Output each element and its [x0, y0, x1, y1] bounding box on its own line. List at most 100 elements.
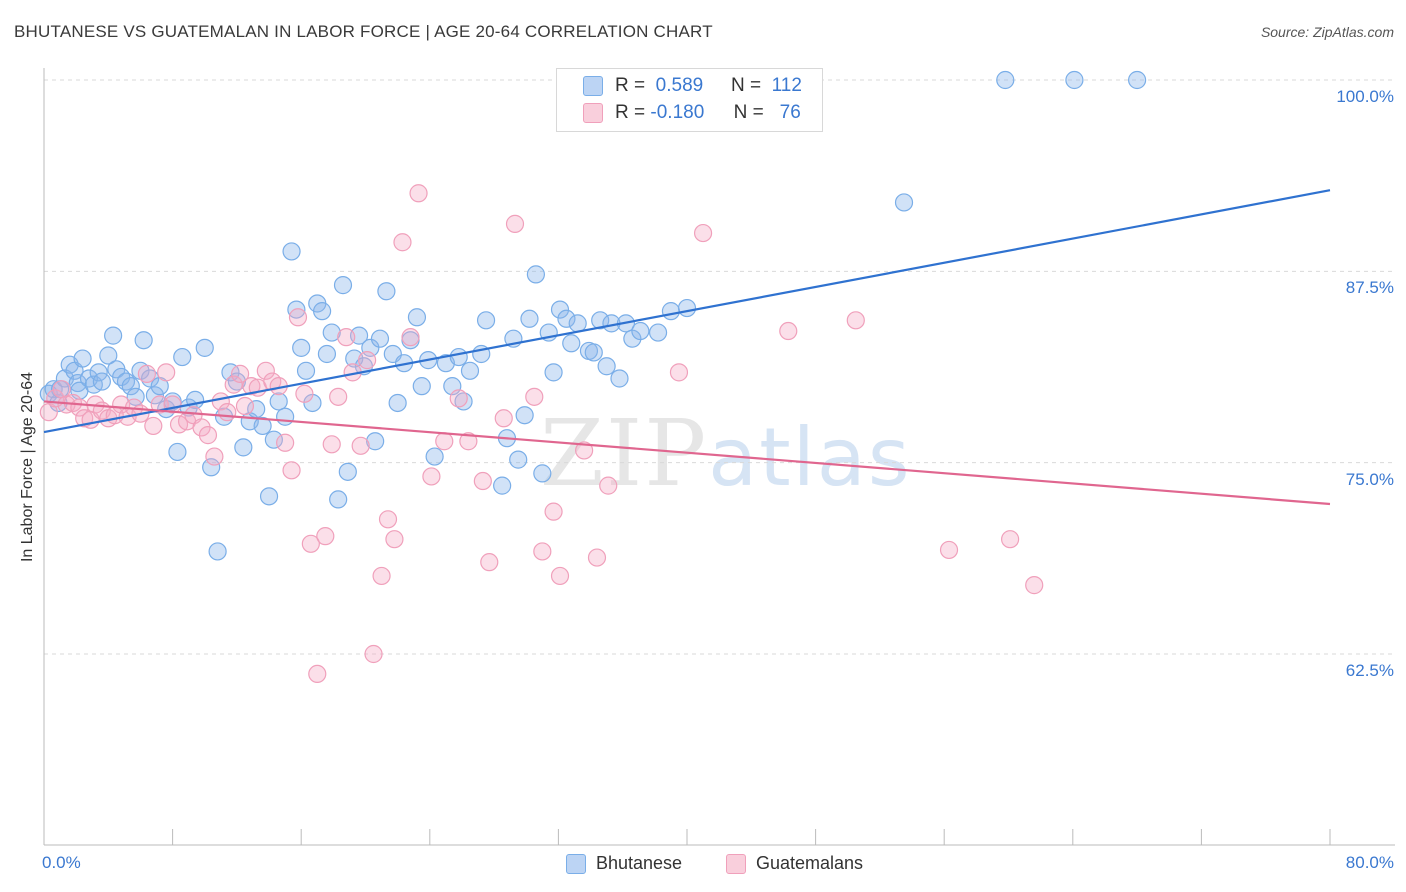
y-tick-label: 100.0%	[1336, 87, 1394, 106]
y-tick-label: 87.5%	[1345, 278, 1394, 298]
guatemalans-point	[385, 530, 404, 549]
bhutanese-point	[562, 334, 581, 353]
n-value: 112	[771, 75, 802, 96]
y-tick-label: 75.0%	[1345, 469, 1394, 489]
guatemalans-point	[494, 409, 513, 428]
bhutanese-point	[894, 193, 914, 212]
r-label: R =	[615, 102, 646, 123]
bhutanese-point	[377, 282, 396, 301]
bhutanese-point	[121, 377, 140, 396]
bhutanese-point	[68, 373, 87, 393]
bhutanese-point	[550, 300, 570, 319]
bhutanese-point	[407, 308, 427, 327]
guatemalans-legend-swatch	[726, 853, 746, 874]
guatemalans-point	[1001, 530, 1020, 549]
bhutanese-point	[317, 344, 337, 364]
guatemalans-point	[282, 461, 301, 480]
guatemalans-point	[52, 380, 71, 399]
bhutanese-point	[631, 321, 650, 341]
bhutanese-point	[520, 309, 539, 328]
bhutanese-point	[338, 462, 357, 481]
chart-title: BHUTANESE VS GUATEMALAN IN LABOR FORCE |…	[14, 22, 713, 41]
bhutanese-point	[648, 323, 668, 342]
bhutanese-point	[526, 265, 545, 284]
guatemalans-point	[550, 566, 570, 586]
bhutanese-point	[454, 392, 473, 411]
bhutanese-point	[145, 386, 165, 405]
guatemalans-point	[409, 184, 428, 203]
bhutanese-point	[287, 300, 306, 319]
guatemalans-point	[295, 384, 314, 403]
guatemalans-point	[599, 476, 618, 495]
guatemalans-point	[235, 396, 255, 416]
bhutanese-point	[134, 331, 153, 350]
bhutanese-point	[1127, 70, 1147, 90]
guatemalans-point	[459, 432, 478, 451]
guatemalans-point	[157, 363, 176, 382]
bhutanese-point	[264, 430, 283, 449]
bhutanese-point	[610, 369, 629, 388]
guatemalans-point	[1025, 576, 1044, 595]
bhutanese-point	[296, 361, 316, 380]
guatemalans-point	[198, 426, 218, 445]
r-label: R =	[615, 75, 646, 96]
guatemalans-point	[435, 432, 454, 451]
guatemalans-point	[372, 566, 391, 586]
n-label: N =	[733, 102, 764, 123]
y-tick-label: 62.5%	[1345, 661, 1394, 680]
r-value: 0.589	[655, 75, 704, 96]
r-value: -0.180	[650, 102, 705, 123]
guatemalans-point	[525, 387, 544, 406]
guatemalans-point	[669, 363, 689, 382]
guatemalans-point	[242, 377, 261, 396]
bhutanese-point	[584, 343, 603, 362]
bhutanese-point	[173, 347, 192, 367]
guatemalans-point	[224, 375, 243, 394]
bhutanese-point	[493, 476, 512, 495]
bottom-legend-bhutanese: Bhutanese	[566, 853, 682, 874]
guatemalans-point	[276, 433, 295, 452]
bottom-legend-guatemalans: Guatemalans	[726, 853, 863, 874]
guatemalans-point	[505, 214, 525, 233]
guatemalans-point	[358, 351, 377, 370]
bhutanese-point	[544, 363, 563, 382]
guatemalans-point	[846, 311, 865, 330]
guatemalans-point	[449, 389, 468, 408]
bhutanese-point	[366, 432, 385, 451]
bhutanese-point	[208, 542, 227, 561]
guatemalans-point	[308, 664, 327, 683]
guatemalans-point	[473, 471, 492, 491]
guatemalans-point	[939, 540, 959, 560]
bhutanese-point	[99, 346, 118, 365]
guatemalans-point	[575, 441, 594, 460]
bhutanese-point	[333, 276, 353, 295]
bhutanese-point	[412, 377, 431, 396]
bhutanese-point	[557, 309, 576, 328]
guatemalans-point	[422, 467, 441, 486]
bhutanese-point	[515, 406, 534, 425]
bhutanese-point	[269, 392, 288, 411]
bhutanese-point	[292, 338, 311, 357]
guatemalans-point	[329, 387, 348, 406]
guatemalans-point	[322, 435, 341, 454]
guatemalans-trend-line	[43, 400, 1331, 506]
chart-source: Source: ZipAtlas.com	[1260, 24, 1394, 40]
x-tick-label-min: 0.0%	[42, 853, 81, 872]
bhutanese-point	[1065, 70, 1084, 90]
stats-legend-row-guatemalans: R = -0.180 N = 76	[583, 100, 801, 126]
bhutanese-point	[73, 349, 92, 368]
guatemalans-point	[316, 527, 335, 546]
guatemalans-swatch	[583, 103, 603, 123]
stats-legend-row-bhutanese: R = 0.589 N = 112	[583, 73, 802, 99]
guatemalans-point	[301, 534, 320, 553]
stats-legend: R = 0.589 N = 112 R = -0.180 N = 76	[556, 68, 823, 132]
guatemalans-point	[587, 548, 607, 567]
bhutanese-point	[597, 357, 616, 376]
bhutanese-swatch	[583, 76, 603, 96]
bhutanese-point	[509, 450, 528, 469]
guatemalans-point	[231, 364, 250, 383]
bhutanese-point	[476, 311, 496, 330]
bhutanese-point	[996, 70, 1015, 90]
guatemalans-point	[480, 553, 499, 572]
bhutanese-point	[568, 314, 587, 333]
